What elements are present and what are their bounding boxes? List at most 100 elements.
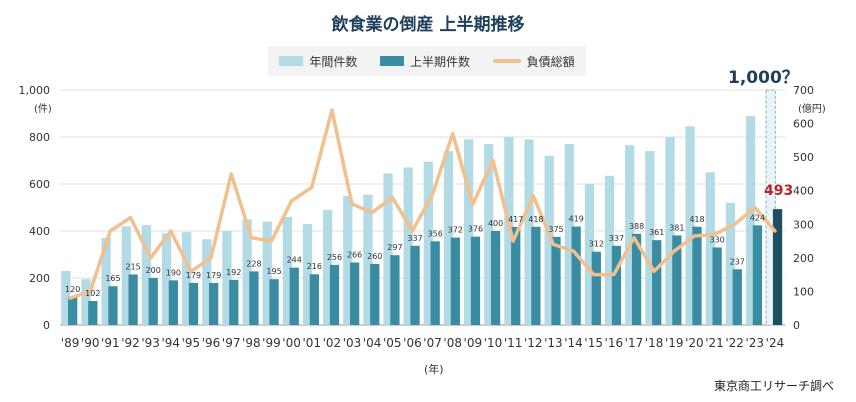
legend-debt: 負債総額 [492,53,575,70]
left-axis-ticks: 0 200 400 600 800 1,000 [19,84,51,332]
x-tick-label: '23 [746,336,765,350]
forecast-annotation: 1,000？ [728,68,799,88]
right-tick-label: 700 [793,84,814,97]
half-year-value-label: 237 [730,257,745,266]
legend-half-label: 上半期件数 [409,54,470,69]
annual-bar [725,202,736,325]
half-year-value-label: 330 [709,235,724,244]
left-axis-unit: (件) [34,104,52,115]
x-tick-label: '17 [625,336,644,350]
x-tick-label: '10 [484,336,503,350]
right-axis-ticks: 0 100 200 300 400 500 600 700 [793,84,814,332]
half-year-bar [148,278,158,325]
x-tick-label: '05 [383,336,402,350]
x-tick-label: '12 [524,336,543,350]
x-tick-label: '11 [504,336,523,350]
half-year-value-label: 312 [589,240,604,249]
half-year-value-label: 376 [468,225,483,234]
half-year-bar [631,233,642,325]
x-tick-label: '95 [182,336,201,350]
half-year-value-label: 297 [387,243,402,252]
half-year-value-label: 375 [548,225,563,234]
half-year-bar [410,245,420,325]
x-tick-label: '92 [121,336,140,350]
half-year-bar [370,263,380,325]
half-year-value-label: 102 [85,289,100,298]
half-year-bar [450,237,460,325]
half-year-value-label: 179 [206,271,221,280]
annual-bar [705,172,715,325]
half-year-value-label: 381 [669,223,684,232]
half-year-bars [68,209,783,325]
left-tick-label: 800 [29,131,50,144]
annual-bar [141,225,152,325]
half-year-value-label: 266 [347,250,362,259]
x-tick-label: '93 [141,336,160,350]
x-tick-label: '97 [222,336,241,350]
left-tick-label: 600 [29,178,50,191]
highlight-annotation: 493 [764,183,794,199]
annual-bar [222,231,232,325]
annual-bar [101,238,111,325]
x-tick-label: '96 [202,336,221,350]
half-year-bar [269,279,279,325]
x-tick-label: '00 [282,336,301,350]
x-tick-label: '98 [242,336,261,350]
annual-bar [343,195,353,325]
annual-bar [182,232,192,325]
half-year-value-label: 256 [327,253,342,262]
annual-bar [584,184,595,325]
half-year-value-labels: 120 102 165 215 200 190 179 179 192 228 195 244 216 2… [65,213,765,298]
legend-debt-label: 負債総額 [526,54,575,69]
x-tick-label: '15 [584,336,603,350]
x-tick-label: '02 [323,336,342,350]
half-year-bar [692,226,702,325]
x-tick-label: '09 [464,336,483,350]
annual-bar [765,89,776,326]
half-year-bar [430,241,440,325]
half-year-value-label: 419 [569,215,584,224]
half-year-bar [551,236,561,325]
annual-bar [363,194,373,325]
half-year-value-label: 417 [508,215,523,224]
right-tick-label: 0 [793,319,800,332]
annual-bar [645,151,655,325]
left-tick-label: 200 [29,272,50,285]
half-year-bar [470,236,481,325]
half-year-bar [309,274,319,325]
half-year-bar [591,251,601,325]
half-year-value-label: 228 [246,259,261,268]
half-year-bar [289,267,299,325]
half-year-value-label: 215 [125,262,140,271]
x-tick-label: '89 [61,336,80,350]
half-year-bar [329,264,340,325]
annual-bar [564,144,574,325]
annual-bar [685,126,695,325]
annual-bar [403,167,413,325]
annual-bar [383,173,393,325]
annual-bar [121,226,131,325]
x-tick-label: '91 [101,336,120,350]
half-year-value-label: 244 [287,256,302,265]
grid-lines [60,89,785,326]
annual-bar [484,144,494,325]
x-tick-label: '04 [363,336,382,350]
half-year-bar [108,286,118,325]
half-year-bar [168,280,179,325]
right-tick-label: 600 [793,118,814,131]
x-tick-label: '06 [403,336,422,350]
right-tick-label: 500 [793,151,814,164]
annual-bars [61,89,776,326]
half-year-value-label: 424 [750,213,765,222]
half-year-value-label: 418 [528,215,543,224]
half-year-value-label: 216 [307,262,322,271]
half-year-bar [128,274,138,325]
source-credit: 東京商工リサーチ調べ [713,379,834,393]
half-year-bar [672,235,682,325]
right-tick-label: 100 [793,285,814,298]
x-tick-label: '16 [605,336,624,350]
annual-bar [282,216,292,325]
x-axis-ticks: '89'90'91'92'93'94'95'96'97'98'99'00'01 '… [61,336,784,350]
x-tick-label: '90 [81,336,100,350]
